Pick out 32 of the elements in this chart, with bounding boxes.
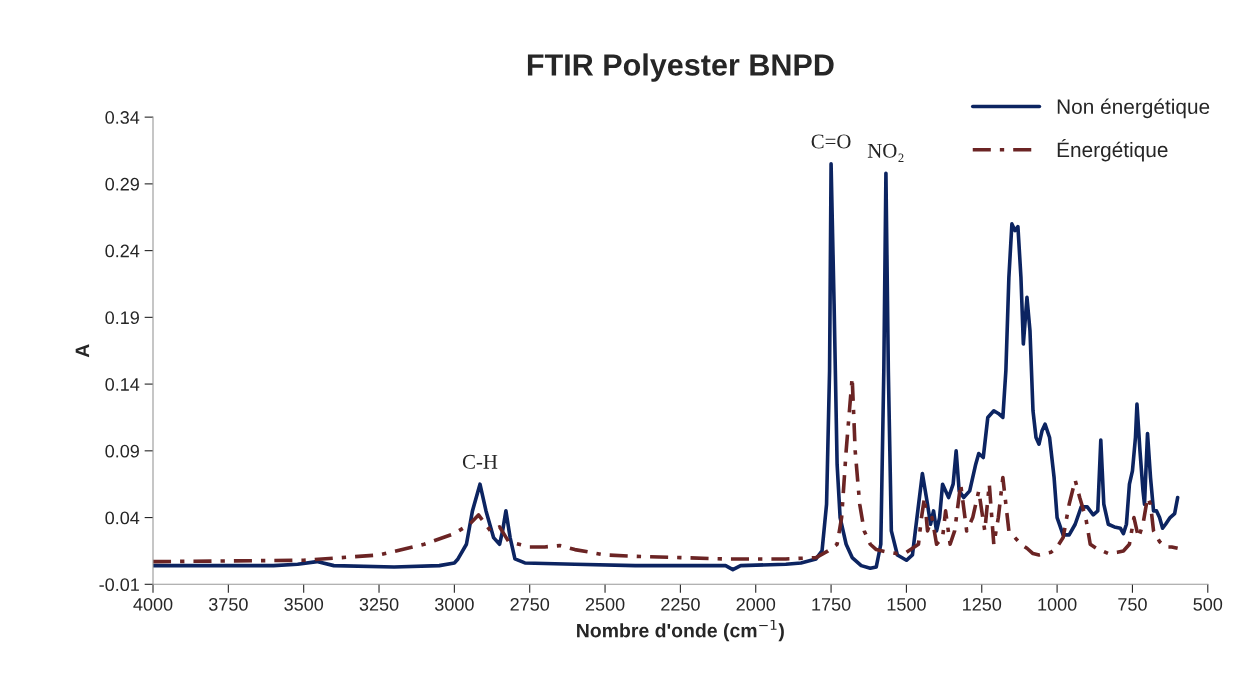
annotation: C-H xyxy=(462,454,498,469)
x-tick-label: 2500 xyxy=(585,597,625,611)
x-tick-label: 1000 xyxy=(1038,597,1077,611)
legend-label: Énergétique xyxy=(1057,139,1168,162)
x-tick-label: 1500 xyxy=(887,597,926,611)
x-tick-label: 2250 xyxy=(661,597,700,611)
y-axis-title: A xyxy=(75,344,90,358)
y-tick-label: 0.34 xyxy=(105,111,140,124)
y-tick-label: 0.09 xyxy=(105,444,139,458)
y-tick-label: 0.24 xyxy=(105,244,140,258)
x-tick-label: 3500 xyxy=(284,597,324,611)
y-tick-label: -0.01 xyxy=(99,578,139,592)
x-tick-label: 1250 xyxy=(963,597,1002,611)
legend-label: Non énergétique xyxy=(1057,98,1210,119)
y-tick-label: 0.14 xyxy=(105,378,140,391)
x-tick-label: 4000 xyxy=(133,597,173,611)
x-tick-label: 500 xyxy=(1193,597,1223,611)
x-tick-label: 750 xyxy=(1118,597,1147,611)
x-tick-label: 2750 xyxy=(510,597,550,611)
x-tick-label: 2000 xyxy=(736,597,776,611)
x-tick-label: 3000 xyxy=(434,597,474,611)
y-tick-label: 0.19 xyxy=(105,311,139,325)
annotation: NO₂ xyxy=(867,143,904,162)
x-axis-title: Nombre d'onde (cm$^{−1}$) xyxy=(577,619,784,642)
line-series xyxy=(153,162,1180,572)
y-tick-label: 0.29 xyxy=(105,177,139,191)
x-tick-label: 3250 xyxy=(359,597,399,611)
x-tick-label: 3750 xyxy=(208,597,248,611)
y-tick-label: 0.04 xyxy=(105,511,140,525)
annotation: C=O xyxy=(811,134,851,149)
x-tick-label: 1750 xyxy=(812,597,851,611)
chart-title: FTIR Polyester BNPD xyxy=(527,53,834,82)
